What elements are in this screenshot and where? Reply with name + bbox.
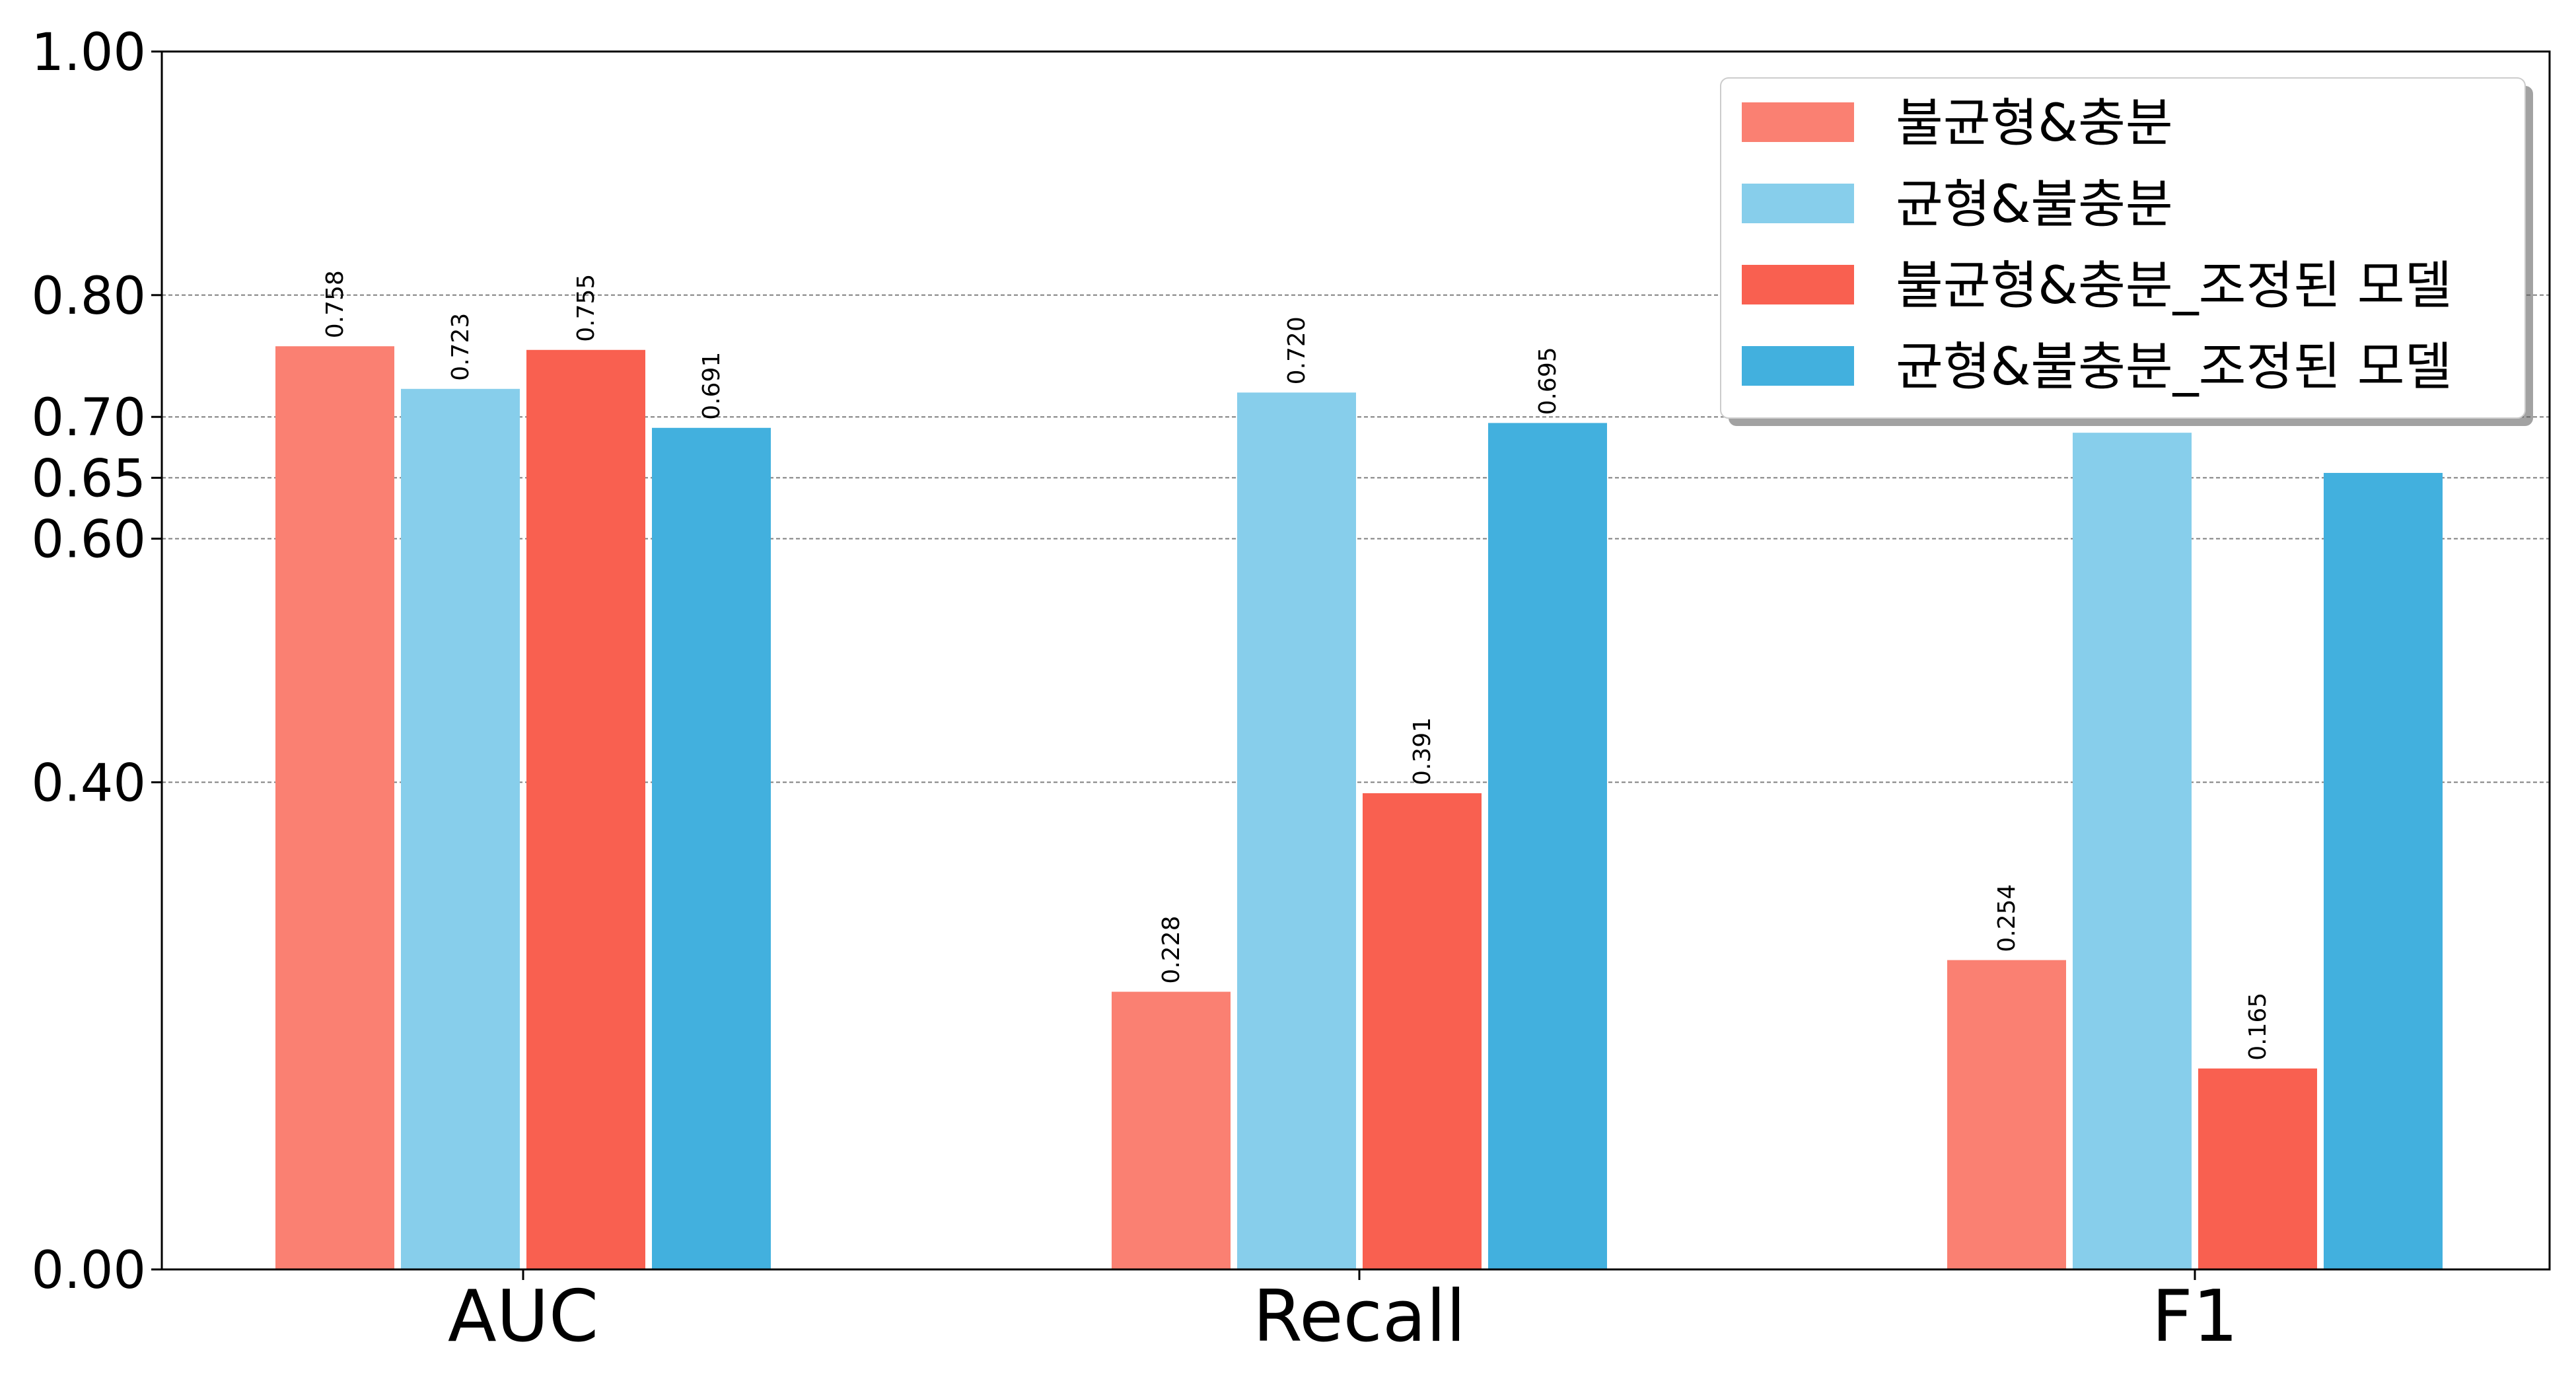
legend-swatch [1742, 102, 1854, 142]
bar [2198, 1068, 2317, 1269]
x-tick-label: AUC [448, 1275, 598, 1358]
bar [401, 388, 520, 1269]
bars [275, 346, 2443, 1270]
bar [275, 346, 394, 1269]
data-label: 0.755 [573, 274, 600, 342]
bar [1363, 793, 1482, 1269]
bar [1947, 960, 2066, 1269]
legend-label: 균형&불충분_조정된 모델 [1896, 338, 2452, 397]
y-tick-label: 0.40 [31, 754, 146, 813]
data-label: 0.720 [1283, 316, 1310, 384]
data-label: 0.723 [447, 313, 474, 381]
data-label: 0.165 [2244, 993, 2272, 1061]
legend-label: 불균형&충분_조정된 모델 [1896, 256, 2452, 316]
legend-swatch [1742, 265, 1854, 304]
bar [1112, 991, 1231, 1269]
legend-swatch [1742, 184, 1854, 223]
legend-swatch [1742, 346, 1854, 386]
y-tick-label: 0.70 [31, 388, 146, 448]
y-tick-label: 0.00 [31, 1241, 146, 1300]
bar [652, 427, 771, 1269]
data-label: 0.254 [1993, 884, 2021, 952]
bar [526, 349, 645, 1269]
legend-label: 균형&불충분 [1896, 175, 2173, 234]
legend-box [1720, 77, 2526, 419]
data-label: 0.758 [322, 270, 349, 338]
data-label: 0.691 [698, 352, 725, 420]
plot-frame [161, 50, 2551, 1271]
bar [2324, 473, 2443, 1270]
x-tick-label: Recall [1253, 1275, 1466, 1358]
y-tick-label: 0.80 [31, 267, 146, 326]
data-label: 0.391 [1409, 717, 1436, 785]
bar [1488, 423, 1607, 1270]
y-tick-label: 1.00 [31, 23, 146, 83]
data-label: 0.695 [1534, 347, 1561, 415]
legend-label: 불균형&충분 [1896, 94, 2173, 153]
y-axis: 0.00 0.40 0.600.650.70 0.80 1.00 [31, 23, 162, 1300]
y-tick-label: 0.60 [31, 511, 146, 570]
bar [2073, 433, 2192, 1269]
bar [1237, 392, 1356, 1269]
x-axis: AUC Recall F1 [448, 1269, 2238, 1358]
y-tick-label: 0.65 [31, 449, 146, 509]
data-label: 0.228 [1158, 916, 1185, 984]
data-labels: 0.758 0.723 0.755 0.691 0.228 0.720 0.391 0.695… [322, 270, 2272, 1061]
x-tick-label: F1 [2152, 1275, 2238, 1358]
